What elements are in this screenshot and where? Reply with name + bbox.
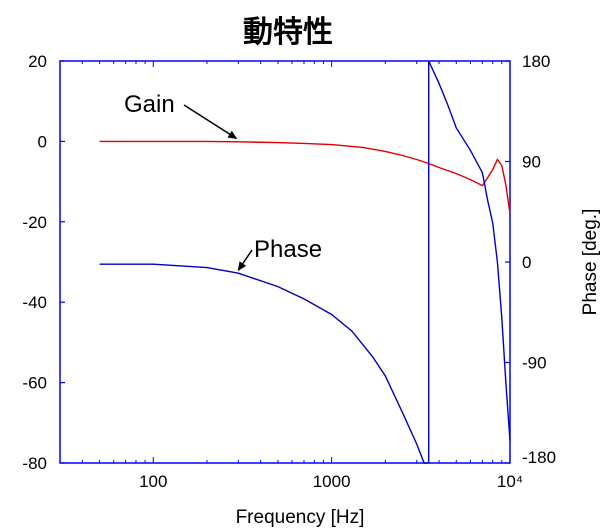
x-axis-label: Frequency [Hz]: [236, 507, 365, 528]
x-tick-label-100: 100: [139, 472, 167, 491]
left-tick-label--60: -60: [22, 374, 47, 393]
right-tick-label-90: 90: [522, 153, 541, 172]
right-tick-label--90: -90: [522, 354, 547, 373]
right-tick-label-0: 0: [522, 253, 531, 272]
left-tick-label--80: -80: [22, 454, 47, 473]
left-tick-label--40: -40: [22, 293, 47, 312]
x-tick-label-1000: 1000: [313, 472, 351, 491]
right-tick-label--180: -180: [522, 448, 556, 467]
right-axis-label: Phase [deg.]: [580, 209, 601, 316]
left-tick-label-0: 0: [38, 132, 47, 151]
series-group: [99, 60, 511, 464]
x-tick-label-10000: 10⁴: [497, 472, 523, 491]
right-tick-label-180: 180: [522, 52, 550, 71]
chart-title: 動特性: [243, 16, 333, 49]
series-line-phase: [99, 60, 511, 464]
annotation-arrow-gain: [183, 104, 238, 140]
series-line-gain: [99, 140, 511, 214]
annotation-gain: Gain: [124, 91, 175, 118]
annotation-phase: Phase: [254, 236, 322, 263]
annotation-arrow-phase: [237, 249, 253, 271]
left-tick-label-20: 20: [28, 52, 47, 71]
annotations: Gain Phase: [124, 91, 322, 271]
left-tick-label--20: -20: [22, 213, 47, 232]
ticks: 20 0 -20 -40 -60 -80 180 90 0 -90 -180 100 1000 10⁴: [22, 52, 556, 491]
